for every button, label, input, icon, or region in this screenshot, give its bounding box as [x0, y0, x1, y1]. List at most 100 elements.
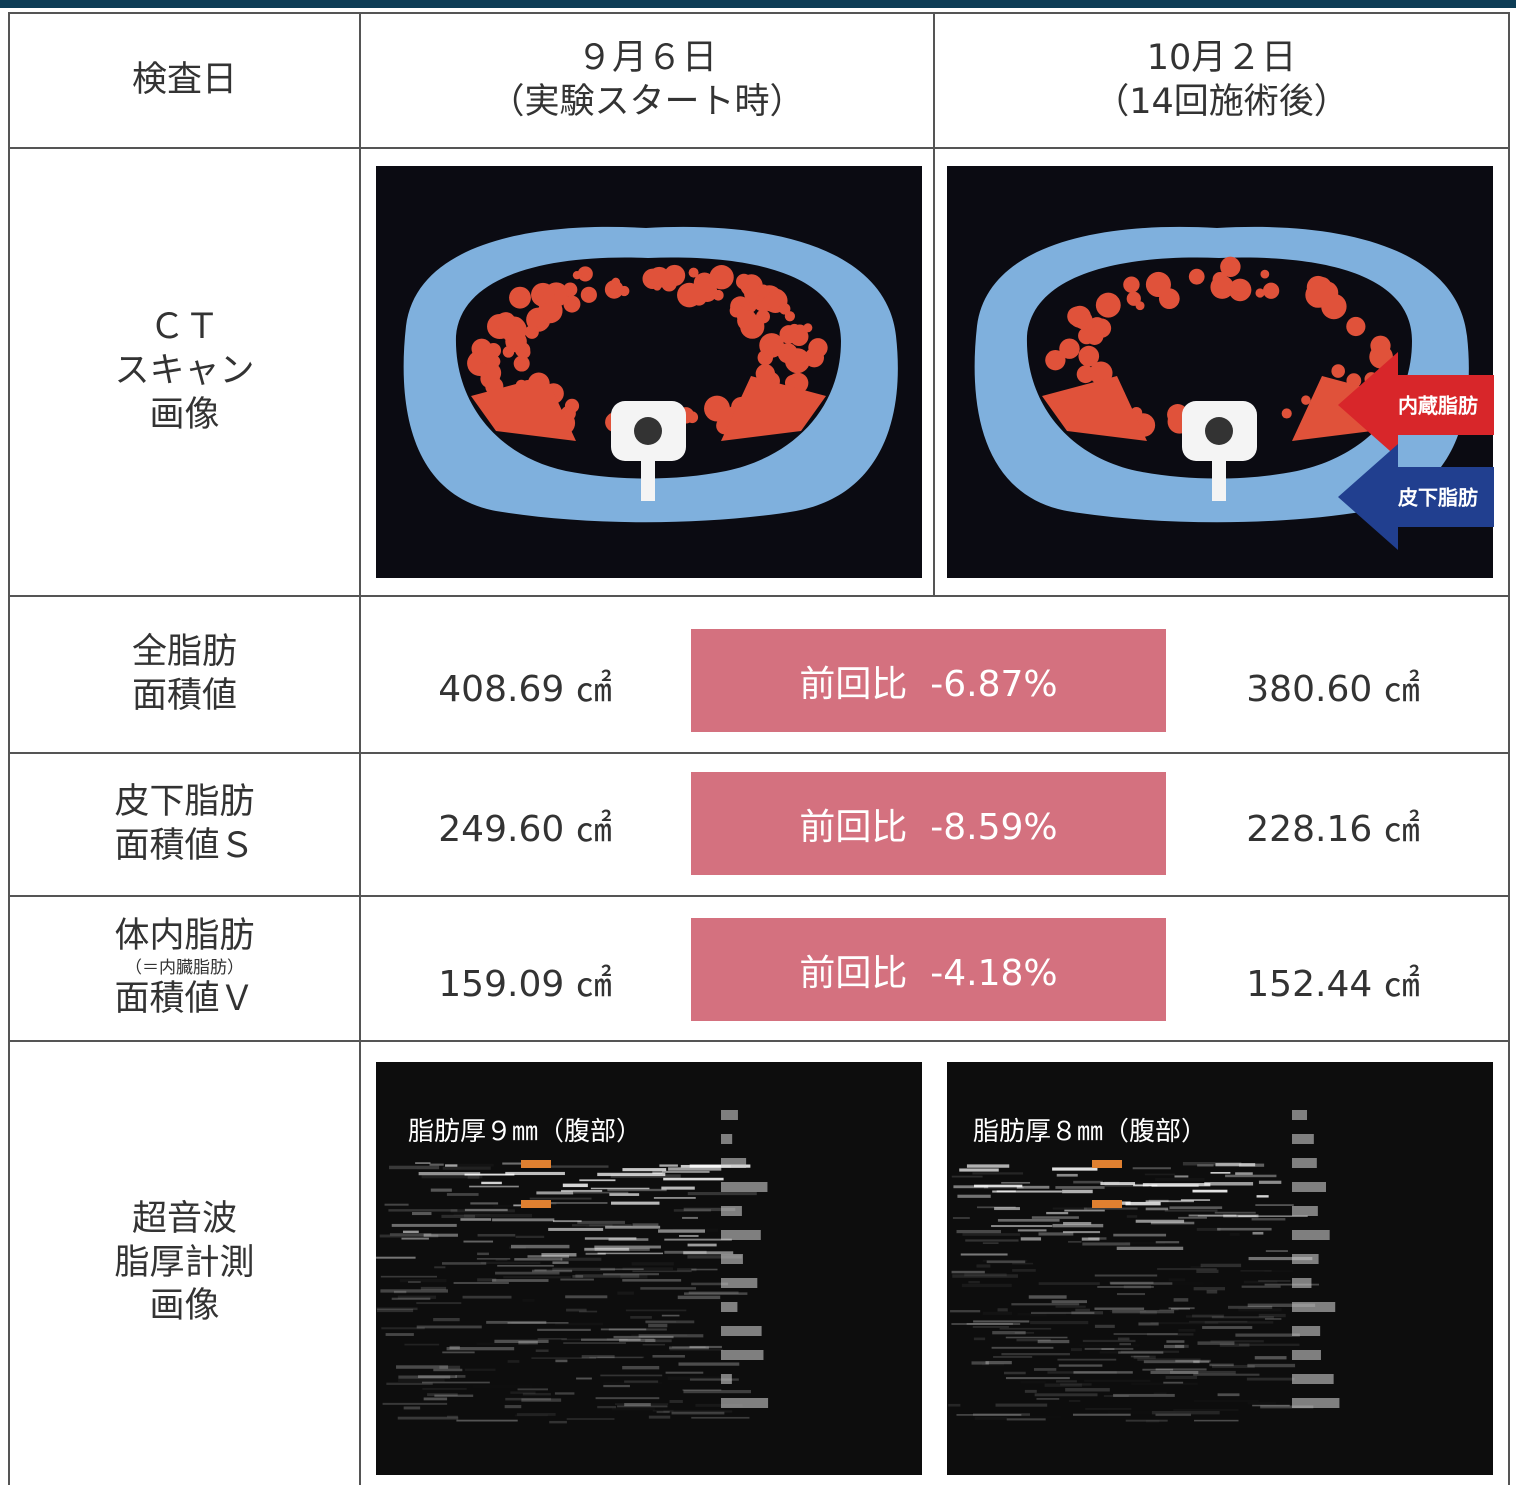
image-detail	[1292, 1326, 1320, 1336]
image-detail	[394, 1291, 406, 1293]
image-detail	[986, 1361, 1012, 1364]
image-detail	[1215, 1163, 1255, 1166]
image-detail	[463, 1241, 493, 1243]
image-detail	[779, 303, 790, 314]
image-detail	[1146, 1208, 1168, 1211]
image-detail	[1045, 1384, 1082, 1387]
image-detail	[1259, 1314, 1286, 1317]
image-detail	[1169, 1206, 1222, 1209]
image-detail	[662, 1315, 680, 1317]
image-detail	[611, 1202, 659, 1205]
image-detail	[1140, 1311, 1157, 1314]
value: 228.16 ㎠	[1183, 800, 1483, 852]
image-detail	[541, 302, 559, 320]
image-detail	[1025, 1390, 1037, 1393]
text: 画像	[149, 394, 219, 438]
ultrasound-image: 脂肪厚９㎜（腹部）	[376, 1062, 922, 1475]
image-detail	[555, 1360, 567, 1363]
image-detail	[1210, 1340, 1263, 1342]
image-detail	[541, 1253, 576, 1256]
annotation: 皮下脂肪	[1398, 486, 1478, 510]
image-detail	[600, 1268, 643, 1270]
image-detail	[481, 1262, 541, 1264]
image-detail	[1209, 1364, 1233, 1367]
image-detail	[480, 362, 501, 383]
image-detail	[553, 1220, 582, 1222]
image-detail	[617, 1292, 634, 1295]
image-detail	[492, 1279, 548, 1282]
image-detail	[619, 1339, 655, 1342]
image-detail	[1035, 1393, 1098, 1396]
image-detail	[380, 1289, 448, 1292]
image-detail	[1292, 1110, 1307, 1120]
image-detail	[486, 343, 501, 358]
image-detail	[581, 287, 597, 303]
image-detail	[1163, 1382, 1183, 1384]
image-detail	[1138, 1322, 1158, 1325]
image-detail	[688, 1244, 717, 1247]
image-detail	[1166, 1376, 1197, 1379]
image-detail	[411, 1179, 440, 1181]
image-detail	[1004, 1372, 1026, 1375]
image-detail	[737, 310, 757, 330]
image-detail	[530, 1198, 592, 1200]
image-detail	[1001, 1353, 1070, 1355]
image-detail	[566, 1309, 587, 1312]
image-detail	[721, 1254, 743, 1264]
image-detail	[398, 1296, 436, 1299]
image-detail	[992, 1347, 1054, 1349]
image-detail	[1242, 1286, 1281, 1288]
image-detail	[721, 1158, 746, 1168]
image-detail	[1059, 1364, 1103, 1366]
image-detail	[1039, 1282, 1100, 1285]
text: スキャン	[114, 350, 254, 394]
image-detail	[390, 1233, 431, 1236]
image-detail	[670, 1400, 683, 1403]
image-detail	[421, 1287, 446, 1290]
image-detail	[505, 1405, 522, 1408]
image-detail	[965, 1239, 1018, 1241]
image-detail	[481, 1182, 502, 1184]
image-detail	[572, 1275, 583, 1278]
image-detail	[517, 1413, 556, 1416]
image-detail	[1068, 1241, 1081, 1243]
image-detail	[398, 1379, 445, 1382]
image-detail	[663, 1178, 723, 1181]
image-detail	[620, 1275, 647, 1278]
image-detail	[1087, 321, 1095, 329]
text: 10月２日	[1147, 37, 1297, 81]
image-detail	[1292, 1398, 1339, 1408]
image-detail	[1052, 1300, 1087, 1303]
image-detail	[516, 1236, 545, 1238]
ultrasound-label: 超音波 脂厚計測 画像	[10, 1042, 359, 1485]
image-detail	[1204, 1182, 1253, 1185]
image-detail	[953, 1185, 988, 1188]
image-detail	[1030, 1321, 1088, 1324]
image-detail	[808, 338, 827, 357]
image-detail	[537, 1329, 591, 1331]
image-detail	[664, 1251, 706, 1254]
image-detail	[417, 1326, 482, 1329]
image-detail	[1240, 1270, 1271, 1272]
image-detail	[1282, 408, 1292, 418]
image-detail	[641, 456, 655, 501]
text: 面積値Ｖ	[114, 978, 254, 1022]
image-detail	[492, 1218, 554, 1221]
image-detail	[609, 1193, 639, 1196]
image-detail	[626, 1310, 686, 1312]
image-detail	[1057, 1174, 1078, 1177]
image-detail	[445, 1164, 457, 1166]
image-detail	[585, 1237, 637, 1239]
image-detail	[589, 1357, 642, 1359]
image-detail	[633, 1223, 659, 1226]
row-label: 全脂肪 面積値	[10, 597, 359, 752]
image-detail	[1123, 276, 1139, 292]
image-detail	[1053, 1224, 1104, 1227]
image-detail	[721, 1350, 763, 1360]
image-detail	[1069, 1400, 1080, 1402]
image-detail	[1012, 1269, 1036, 1272]
image-detail	[953, 1217, 970, 1219]
image-detail	[386, 1333, 414, 1336]
image-detail	[609, 1328, 667, 1330]
image-detail	[1032, 1216, 1079, 1219]
